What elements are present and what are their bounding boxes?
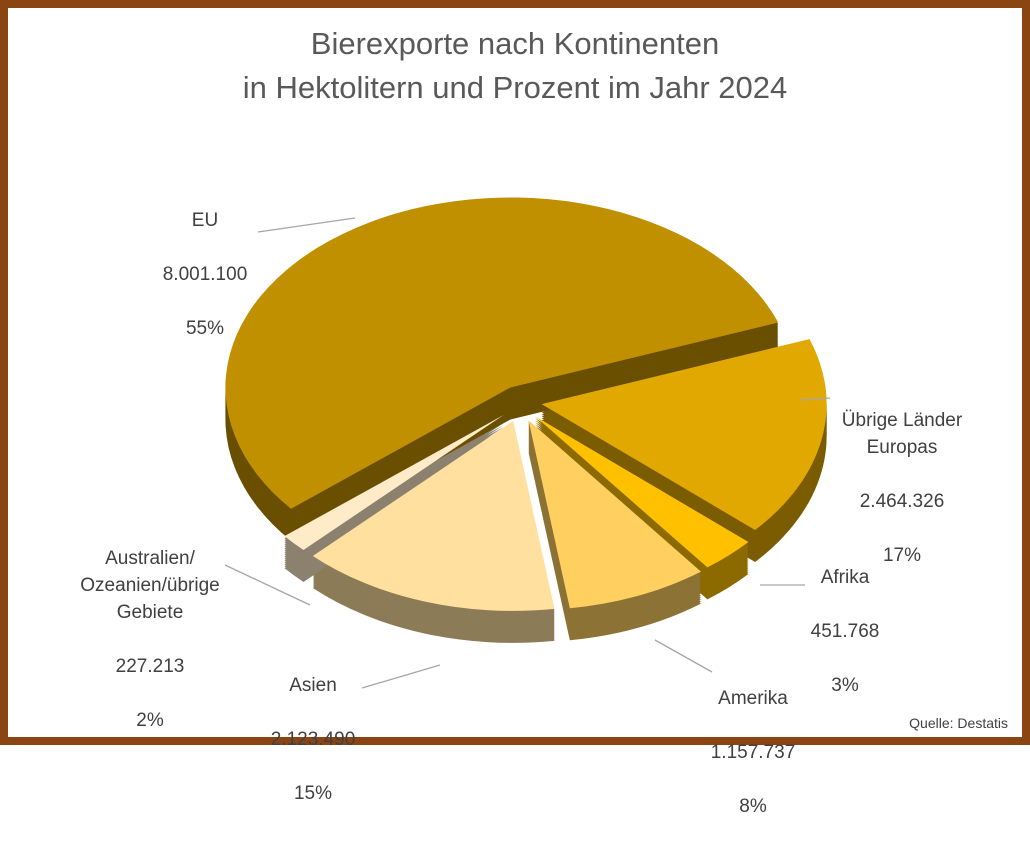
label-name: Asien xyxy=(289,675,337,696)
label-percent: 3% xyxy=(831,675,859,696)
slice-eu[interactable] xyxy=(225,197,779,509)
leader-line-asien xyxy=(361,664,441,689)
label-afrika: Afrika 451.768 3% xyxy=(790,537,900,726)
source-note: Quelle: Destatis xyxy=(909,715,1008,731)
label-value: 8.001.100 xyxy=(162,264,248,285)
label-value: 1.157.737 xyxy=(710,742,796,763)
label-name: Amerika xyxy=(718,688,788,709)
leader-line-eu xyxy=(257,217,356,233)
label-value: 2.123.490 xyxy=(270,729,356,750)
label-name: Australien/ Ozeanien/übrige Gebiete xyxy=(80,548,220,623)
label-value: 451.768 xyxy=(810,621,880,642)
label-name: Afrika xyxy=(820,567,870,588)
label-percent: 15% xyxy=(293,783,333,804)
label-percent: 55% xyxy=(185,318,225,339)
slice-amerika[interactable] xyxy=(528,420,701,609)
label-australien: Australien/ Ozeanien/übrige Gebiete 227.… xyxy=(70,518,230,761)
chart-frame xyxy=(0,0,1030,745)
label-percent: 8% xyxy=(739,796,767,817)
leader-line-australien xyxy=(224,564,311,606)
leader-line-amerika xyxy=(654,639,713,673)
chart-title: Bierexporte nach Kontinenten in Hektolit… xyxy=(242,26,788,105)
pie-chart xyxy=(224,197,831,689)
label-eu: EU 8.001.100 55% xyxy=(150,180,260,369)
label-percent: 17% xyxy=(882,545,922,566)
label-asien: Asien 2.123.490 15% xyxy=(258,645,368,834)
label-amerika: Amerika 1.157.737 8% xyxy=(698,658,808,847)
label-percent: 2% xyxy=(136,710,164,731)
label-name: EU xyxy=(191,210,219,231)
leader-line-uebrige-europa xyxy=(799,397,831,401)
label-uebrige-europa: Übrige Länder Europas 2.464.326 17% xyxy=(822,380,982,596)
slice-afrika[interactable] xyxy=(534,416,749,568)
label-name: Übrige Länder Europas xyxy=(841,410,963,458)
slice-asien[interactable] xyxy=(312,420,555,611)
label-value: 2.464.326 xyxy=(859,491,945,512)
label-value: 227.213 xyxy=(115,656,185,677)
slice-uebrige-europa[interactable] xyxy=(541,339,827,530)
slice-australien[interactable] xyxy=(284,414,504,551)
